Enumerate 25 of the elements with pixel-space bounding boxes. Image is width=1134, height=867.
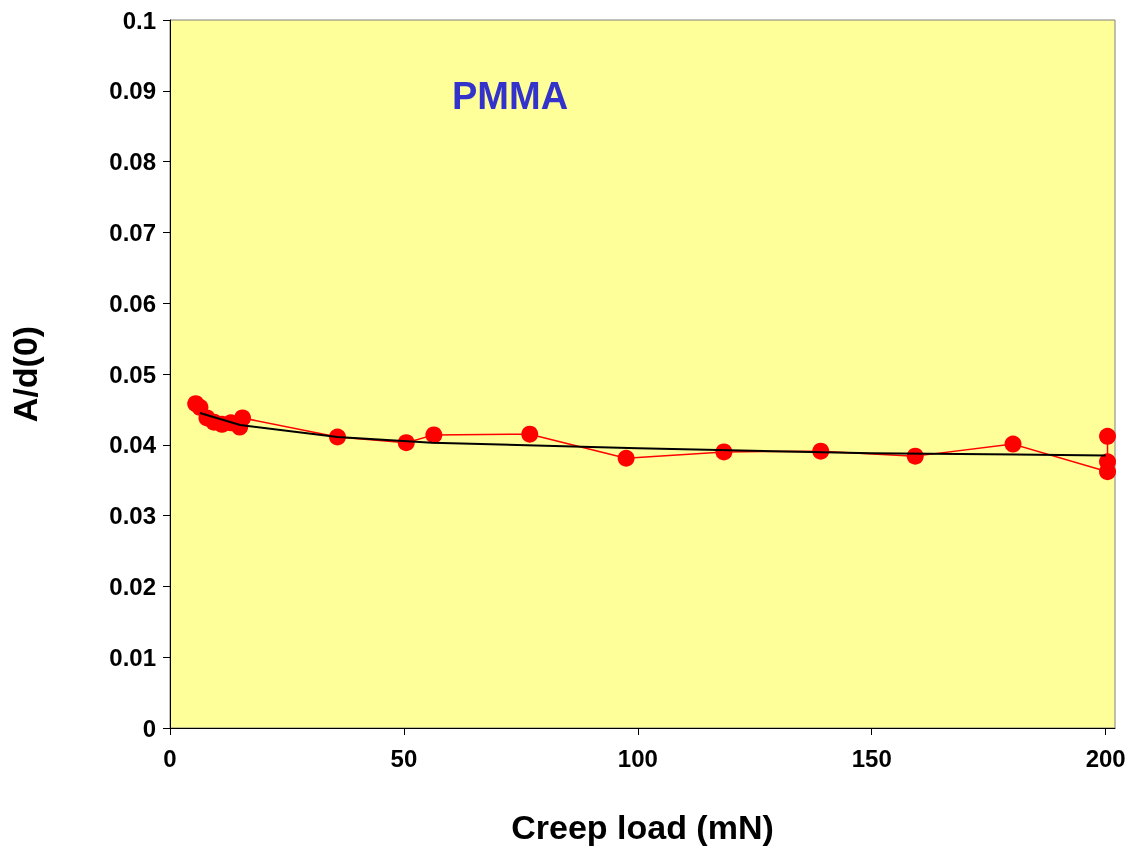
y-tick-label: 0.04	[109, 431, 157, 459]
x-tick-label: 0	[163, 744, 177, 772]
y-tick-label: 0.07	[109, 218, 156, 246]
text: PMMA	[452, 75, 569, 117]
point	[1099, 427, 1117, 445]
y-axis-title: A/d(0)	[6, 325, 44, 423]
y-tick-label: 0.09	[109, 77, 156, 105]
x-tick-label: 200	[1085, 744, 1126, 772]
x-axis-title: Creep load (mN)	[511, 808, 774, 846]
y-tick-label: 0.02	[109, 572, 156, 600]
point	[234, 409, 252, 427]
point	[1004, 435, 1022, 453]
point	[425, 426, 443, 444]
point	[521, 425, 539, 443]
y-tick-label: 0	[142, 714, 156, 742]
y-tick-label: 0.06	[109, 289, 156, 317]
point	[617, 449, 635, 467]
y-tick-label: 0.05	[109, 360, 156, 388]
x-tick-label: 150	[851, 744, 892, 772]
x-tick-label: 100	[617, 744, 658, 772]
y-tick-label: 0.01	[109, 643, 156, 671]
x-tick-label: 50	[390, 744, 418, 772]
y-tick-label: 0.08	[109, 148, 156, 176]
y-tick-label: 0.1	[122, 6, 156, 34]
y-tick-label: 0.03	[109, 502, 156, 530]
